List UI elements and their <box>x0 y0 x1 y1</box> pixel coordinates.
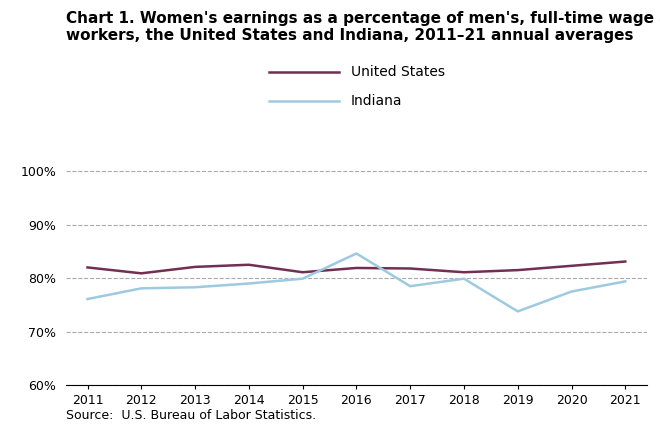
Indiana <box>568 289 576 294</box>
Indiana <box>513 309 521 314</box>
Line: Indiana: Indiana <box>88 253 625 311</box>
Text: workers, the United States and Indiana, 2011–21 annual averages: workers, the United States and Indiana, … <box>66 28 634 43</box>
United States <box>621 259 629 264</box>
Text: United States: United States <box>350 65 445 79</box>
Indiana <box>137 286 145 291</box>
Indiana <box>84 297 92 302</box>
United States <box>352 265 360 271</box>
United States <box>460 270 468 275</box>
United States <box>137 271 145 276</box>
United States <box>191 264 199 269</box>
Indiana <box>460 276 468 281</box>
Indiana <box>352 251 360 256</box>
United States <box>84 265 92 270</box>
United States <box>299 270 307 275</box>
Indiana <box>621 279 629 284</box>
Indiana <box>406 284 414 289</box>
Line: United States: United States <box>88 262 625 273</box>
United States <box>406 266 414 271</box>
Indiana <box>245 281 253 286</box>
Text: Indiana: Indiana <box>350 94 402 108</box>
United States <box>568 263 576 268</box>
United States <box>513 268 521 273</box>
United States <box>245 262 253 267</box>
Text: Source:  U.S. Bureau of Labor Statistics.: Source: U.S. Bureau of Labor Statistics. <box>66 409 316 422</box>
Text: Chart 1. Women's earnings as a percentage of men's, full-time wage and salary: Chart 1. Women's earnings as a percentag… <box>66 11 660 26</box>
Indiana <box>299 276 307 281</box>
Indiana <box>191 284 199 290</box>
